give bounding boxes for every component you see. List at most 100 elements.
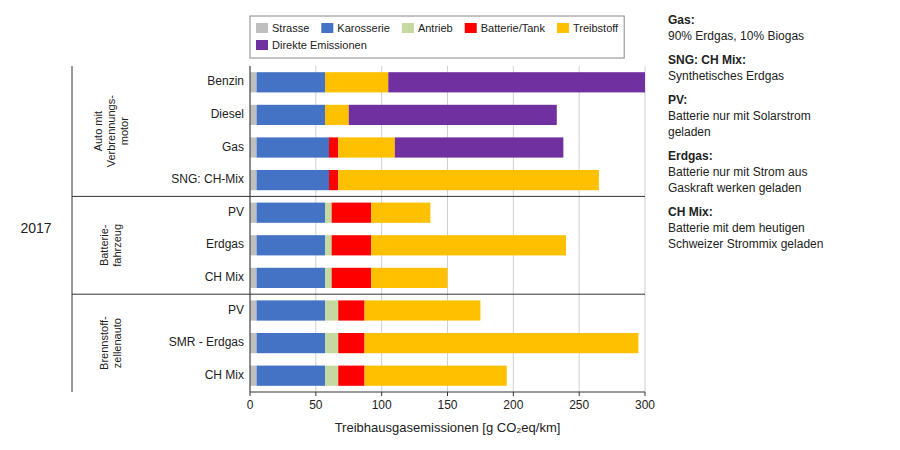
legend-label: Batterie/Tank <box>481 22 546 34</box>
bar-segment <box>325 333 338 353</box>
legend-frame <box>250 16 624 58</box>
annotation-text: geladen <box>668 125 711 139</box>
x-tick <box>645 392 646 396</box>
x-tick-label: 50 <box>309 398 323 412</box>
bars <box>250 72 645 386</box>
bar-segment <box>338 300 364 320</box>
annotation-text: Batterie nur mit Strom aus <box>668 165 807 179</box>
category-label: SNG: CH-Mix <box>171 172 244 186</box>
legend-swatch <box>557 23 569 33</box>
legend-label: Direkte Emissionen <box>272 39 367 51</box>
bar-segment <box>250 235 257 255</box>
bar-segment <box>338 366 364 386</box>
group-label-line: Verbrennungs- <box>105 95 117 167</box>
bar-segment <box>566 235 567 255</box>
bar-segment <box>250 105 257 125</box>
annotation-text: Schweizer Strommix geladen <box>668 237 823 251</box>
bar-segment <box>325 235 332 255</box>
bar-segment <box>257 268 325 288</box>
legend-item: Strasse <box>256 22 309 34</box>
bar-segment <box>338 333 364 353</box>
bar-segment <box>349 105 557 125</box>
group-label-line: Batterie- <box>98 224 110 266</box>
bar-segment <box>371 203 430 223</box>
bar-segment <box>371 235 566 255</box>
bar-segment <box>325 72 388 92</box>
bar-segment <box>250 170 257 190</box>
bar-segment <box>371 268 447 288</box>
x-axis-label: Treibhausgasemissionen [g CO₂eq/km] <box>335 420 561 435</box>
bar-segment <box>250 366 257 386</box>
category-label: Diesel <box>211 107 244 121</box>
x-tick <box>447 392 448 396</box>
legend-swatch <box>256 23 268 33</box>
x-tick-label: 150 <box>437 398 457 412</box>
bar-segment <box>395 137 564 157</box>
category-label: PV <box>228 303 244 317</box>
bar-segment <box>329 137 338 157</box>
bar-segment <box>325 300 338 320</box>
legend-item: Antrieb <box>402 22 453 34</box>
group-label-line: zellenauto <box>111 318 123 368</box>
bar-segment <box>257 170 329 190</box>
bar-segment <box>250 268 257 288</box>
bar-segment <box>250 137 257 157</box>
bar-segment <box>257 235 325 255</box>
annotation-heading: Gas: <box>668 13 695 27</box>
x-tick-label: 300 <box>635 398 655 412</box>
annotation-heading: SNG: CH Mix: <box>668 53 746 67</box>
group-separator <box>72 294 645 295</box>
category-label: Benzin <box>207 74 244 88</box>
legend-item: Treibstoff <box>557 22 619 34</box>
bar-segment <box>329 170 338 190</box>
group-label-line: motor <box>118 117 130 145</box>
bar-segment <box>332 203 372 223</box>
bar-segment <box>506 366 507 386</box>
legend: Strasse Karosserie Antrieb Batterie/Tank Tre… <box>250 16 624 58</box>
x-tick <box>315 392 316 396</box>
group-separator <box>72 196 645 197</box>
category-label: Gas <box>222 140 244 154</box>
legend-label: Antrieb <box>418 22 453 34</box>
legend-swatch <box>256 40 268 50</box>
bar-segment <box>365 366 507 386</box>
bar-segment <box>325 105 349 125</box>
annotation-heading: CH Mix: <box>668 205 713 219</box>
x-tick <box>579 392 580 396</box>
category-label: Erdgas <box>206 237 244 251</box>
group-label: Batterie-fahrzeug <box>98 224 123 267</box>
bar-segment <box>365 300 481 320</box>
bar-segment <box>257 203 325 223</box>
bar-segment <box>257 366 325 386</box>
annotation-heading: PV: <box>668 93 687 107</box>
bar-segment <box>447 268 448 288</box>
x-tick <box>513 392 514 396</box>
bar-segment <box>430 203 431 223</box>
bar-segment <box>338 137 395 157</box>
category-label: CH Mix <box>205 270 244 284</box>
x-tick-label: 250 <box>569 398 589 412</box>
group-title-separator <box>72 66 73 392</box>
category-label: SMR - Erdgas <box>169 335 244 349</box>
group-label-line: Brennstoff- <box>98 316 110 370</box>
grid-line <box>645 66 646 392</box>
bar-segment <box>257 333 325 353</box>
x-tick-label: 100 <box>372 398 392 412</box>
category-label: CH Mix <box>205 368 244 382</box>
annotation-text: 90% Erdgas, 10% Biogas <box>668 29 804 43</box>
bar-segment <box>250 300 257 320</box>
legend-item: Karosserie <box>321 22 390 34</box>
legend-item: Direkte Emissionen <box>256 39 367 51</box>
annotation-text: Batterie mit dem heutigen <box>668 221 805 235</box>
legend-item: Batterie/Tank <box>465 22 546 34</box>
annotation-text: Synthetisches Erdgas <box>668 69 784 83</box>
bar-segment <box>638 333 639 353</box>
bar-segment <box>598 170 599 190</box>
x-tick <box>381 392 382 396</box>
legend-swatch <box>321 23 333 33</box>
group-label-line: Auto mit <box>92 111 104 151</box>
annotation-text: Batterie nur mit Solarstrom <box>668 109 811 123</box>
group-label: Brennstoff-zellenauto <box>98 316 123 370</box>
bar-segment <box>250 72 257 92</box>
grid-line <box>250 66 251 392</box>
